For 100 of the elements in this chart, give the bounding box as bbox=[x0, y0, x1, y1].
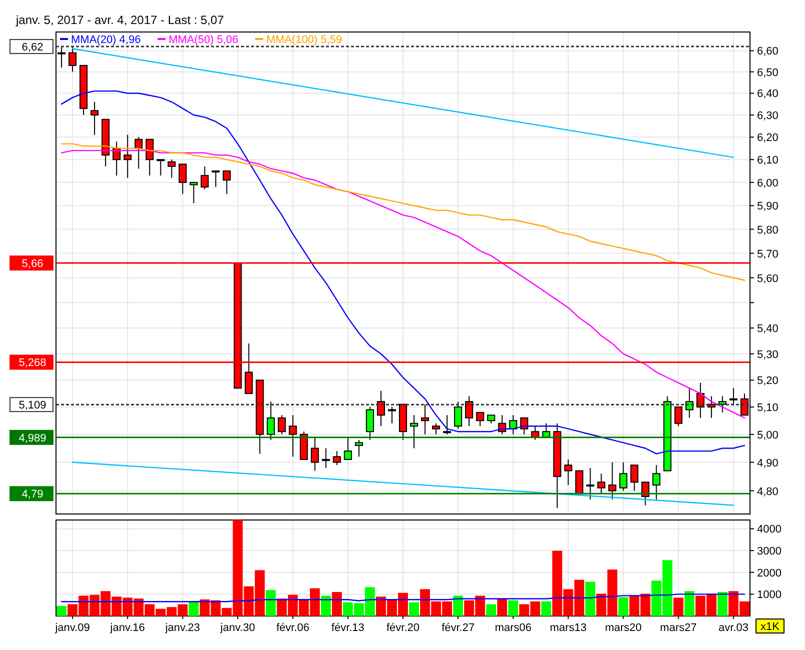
legend-label: MMA(50) 5,06 bbox=[168, 34, 238, 46]
candlestick bbox=[476, 412, 484, 427]
y-tick-label: 6,20 bbox=[757, 132, 778, 144]
y-tick-label: 5,20 bbox=[757, 375, 778, 388]
candlestick bbox=[388, 406, 396, 424]
y-tick-label: 5,90 bbox=[757, 200, 778, 213]
candlestick bbox=[421, 404, 430, 435]
y-tick-label: 5,00 bbox=[757, 429, 778, 442]
y-tick-label: 6,10 bbox=[757, 154, 778, 167]
candlestick bbox=[178, 164, 187, 194]
bar bbox=[266, 590, 276, 616]
bar bbox=[508, 600, 518, 616]
candlestick bbox=[443, 414, 452, 435]
candlestick bbox=[718, 396, 726, 413]
bar bbox=[56, 606, 66, 616]
y-tick-label: 6,00 bbox=[757, 177, 778, 190]
x-tick-label: févr.20 bbox=[386, 622, 420, 634]
candlestick bbox=[376, 390, 385, 427]
candlestick bbox=[630, 464, 638, 492]
candlestick bbox=[278, 414, 286, 435]
ref-line-label: 4,989 bbox=[18, 432, 46, 444]
candlestick bbox=[190, 182, 198, 204]
x-tick-label: janv.16 bbox=[109, 622, 145, 634]
candlestick bbox=[366, 406, 374, 440]
text: x1K bbox=[760, 621, 780, 633]
candlestick bbox=[288, 414, 297, 458]
x-tick-label: févr.06 bbox=[276, 622, 310, 634]
ref-line-label: 5,66 bbox=[22, 258, 44, 270]
ref-line-label: 5,268 bbox=[18, 357, 46, 370]
y-tick-label: 4,90 bbox=[757, 457, 778, 470]
candlestick bbox=[68, 46, 77, 72]
candlestick bbox=[310, 436, 319, 472]
y-tick-label: 1000 bbox=[757, 589, 782, 602]
x-tick-label: févr.13 bbox=[331, 622, 364, 634]
x-tick-label: janv.23 bbox=[164, 622, 200, 634]
y-tick-label: 2000 bbox=[757, 567, 782, 580]
candlestick bbox=[168, 159, 176, 178]
x-tick-label: mars20 bbox=[604, 622, 642, 634]
y-tick-label: 4000 bbox=[757, 524, 782, 536]
y-tick-label: 6,50 bbox=[757, 66, 778, 79]
x-tick-label: mars06 bbox=[494, 622, 532, 634]
y-tick-label: 5,10 bbox=[757, 402, 778, 414]
candlestick bbox=[465, 396, 474, 427]
bar bbox=[541, 601, 552, 616]
y-tick-label: 5,80 bbox=[757, 224, 778, 236]
ref-line-label: 5,109 bbox=[18, 400, 46, 412]
candlestick bbox=[156, 159, 165, 176]
candlestick bbox=[586, 467, 594, 500]
candlestick bbox=[146, 138, 154, 176]
candlestick bbox=[564, 458, 572, 486]
candlestick bbox=[619, 462, 628, 492]
candlestick bbox=[597, 473, 606, 494]
candlestick bbox=[608, 462, 616, 500]
candlestick bbox=[322, 448, 330, 468]
bar bbox=[409, 602, 419, 616]
candlestick bbox=[212, 170, 220, 188]
y-tick-label: 3000 bbox=[757, 546, 782, 558]
x-tick-label: mars27 bbox=[660, 622, 697, 634]
candlestick bbox=[432, 422, 440, 435]
y-tick-label: 5,70 bbox=[757, 248, 778, 260]
chart-title: janv. 5, 2017 - avr. 4, 2017 - Last : 5,07 bbox=[15, 13, 224, 27]
y-tick-label: 4,80 bbox=[757, 486, 778, 498]
bar bbox=[486, 604, 496, 616]
ref-line-label: 4,79 bbox=[22, 488, 44, 501]
y-tick-label: 6,30 bbox=[757, 110, 778, 122]
legend-label: MMA(20) 4,96 bbox=[71, 34, 141, 46]
candlestick bbox=[90, 101, 99, 136]
y-tick-label: 6,40 bbox=[757, 88, 778, 100]
candlestick bbox=[200, 166, 209, 190]
y-tick-label: 6,60 bbox=[757, 46, 778, 58]
candlestick bbox=[124, 134, 132, 178]
bar bbox=[585, 582, 596, 616]
bar bbox=[188, 602, 199, 616]
legend-label: MMA(100) 5,59 bbox=[266, 34, 342, 46]
candlestick bbox=[410, 414, 418, 449]
ref-line-label: 6,62 bbox=[22, 42, 44, 54]
y-tick-label: 5,40 bbox=[757, 323, 778, 336]
candlestick bbox=[729, 388, 738, 405]
candlestick bbox=[332, 450, 341, 466]
candlestick bbox=[222, 170, 231, 194]
line-series bbox=[60, 594, 746, 602]
y-tick-label: 5,30 bbox=[757, 348, 778, 361]
bar bbox=[718, 592, 728, 616]
candlestick bbox=[520, 417, 528, 435]
x-tick-label: févr.27 bbox=[442, 622, 475, 634]
bar bbox=[320, 596, 331, 616]
y-tick-label: 5,60 bbox=[757, 272, 778, 285]
x-tick-label: mars13 bbox=[550, 622, 587, 634]
candlestick bbox=[266, 401, 275, 440]
line-series bbox=[60, 90, 746, 454]
candlestick bbox=[674, 406, 682, 427]
bar bbox=[673, 598, 684, 616]
x-tick-label: janv.30 bbox=[219, 622, 256, 634]
bar bbox=[453, 596, 464, 616]
candlestick bbox=[652, 464, 660, 500]
candlestick bbox=[641, 482, 650, 506]
bar bbox=[684, 591, 694, 616]
candlestick bbox=[575, 470, 584, 494]
candlestick bbox=[454, 401, 462, 430]
x-tick-label: janv.09 bbox=[54, 622, 90, 634]
